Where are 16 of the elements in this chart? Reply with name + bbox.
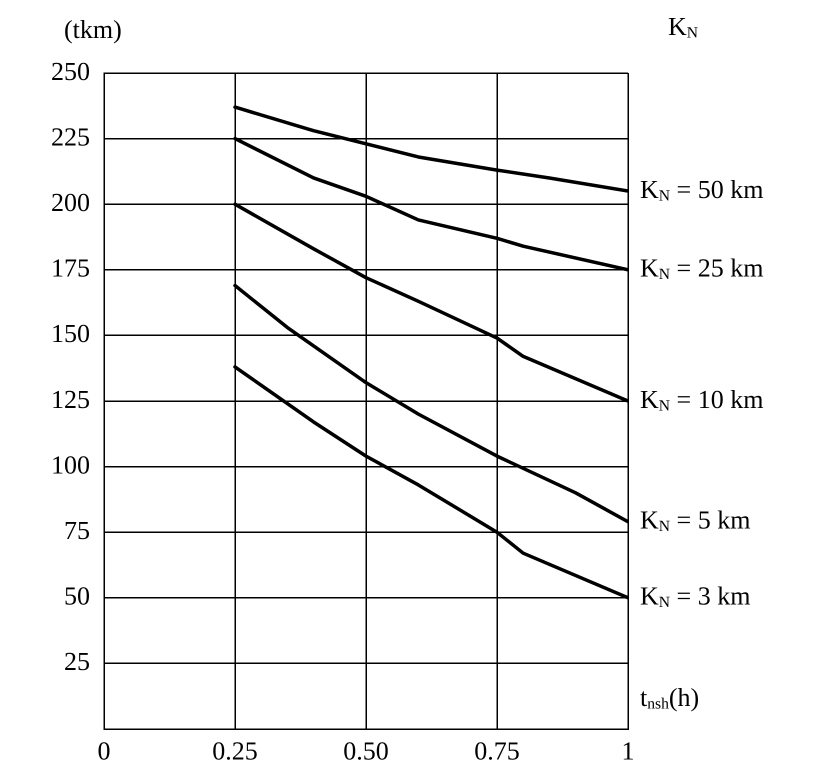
y-tick-label: 150 [51, 319, 90, 348]
y-tick-label: 225 [51, 122, 90, 152]
y-tick-label: 25 [64, 647, 90, 676]
x-tick-label: 0.75 [474, 736, 520, 766]
y-tick-label: 250 [51, 56, 90, 86]
y-tick-label: 200 [51, 188, 90, 218]
y-axis-title: (tkm) [64, 14, 122, 44]
y-tick-label: 100 [51, 450, 90, 480]
y-tick-label: 125 [51, 384, 90, 414]
y-tick-label: 75 [64, 516, 90, 546]
y-tick-label: 50 [64, 582, 90, 611]
x-tick-label: 0.25 [212, 736, 258, 766]
y-tick-label: 175 [51, 254, 90, 283]
x-tick-label: 0 [98, 736, 110, 766]
x-tick-label: 1 [622, 736, 634, 766]
x-tick-label: 0.50 [343, 736, 389, 766]
